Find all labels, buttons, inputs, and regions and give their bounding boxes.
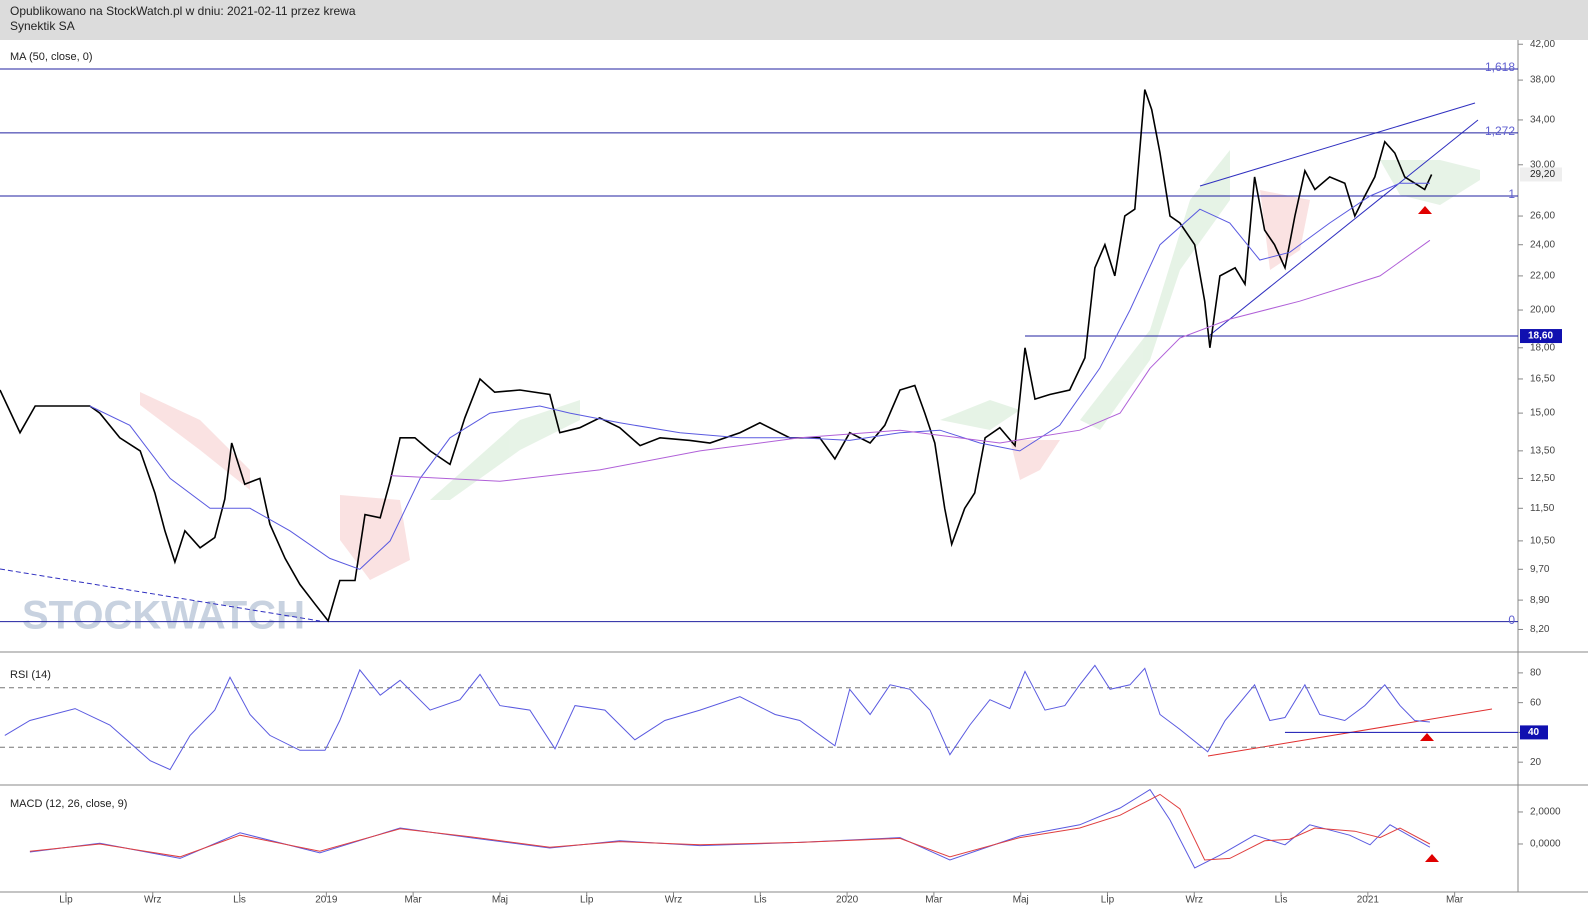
x-tick-label: Wrz	[1185, 895, 1203, 906]
y-tick-label: 18,00	[1530, 342, 1555, 353]
series-line	[390, 239, 1431, 482]
y-tick-label: 42,00	[1530, 39, 1555, 50]
series-line	[0, 89, 1433, 623]
y-tick-label: 0,0000	[1530, 839, 1561, 850]
y-tick-label: 60	[1530, 697, 1542, 708]
x-tick-label: Wrz	[144, 895, 162, 906]
header-band	[0, 0, 1588, 40]
watermark: STOCKWATCH	[22, 594, 305, 638]
series-line	[29, 788, 1431, 869]
cloud	[140, 150, 1480, 580]
y-tick-label: 12,50	[1530, 473, 1555, 484]
panel-title: MACD (12, 26, close, 9)	[10, 798, 127, 810]
y-tick-label: 9,70	[1530, 564, 1550, 575]
series-line	[4, 664, 1430, 771]
x-tick-label: Lip	[1101, 895, 1115, 906]
x-tick-label: Lip	[59, 895, 73, 906]
x-tick-label: Lip	[580, 895, 594, 906]
series-line	[89, 182, 1430, 570]
y-tick-label: 8,90	[1530, 595, 1550, 606]
x-tick-label: Maj	[492, 895, 508, 906]
support-label: 18,60	[1528, 331, 1553, 342]
y-tick-label: 26,00	[1530, 211, 1555, 222]
y-tick-label: 15,00	[1530, 408, 1555, 419]
last-price-label: 29,20	[1530, 169, 1555, 180]
y-tick-label: 20	[1530, 757, 1542, 768]
rsi-level-label: 40	[1528, 727, 1540, 738]
y-tick-label: 24,00	[1530, 239, 1555, 250]
header-line: Synektik SA	[10, 19, 75, 33]
header-line: Opublikowano na StockWatch.pl w dniu: 20…	[10, 4, 356, 18]
y-tick-label: 80	[1530, 668, 1542, 679]
x-tick-label: Lis	[233, 895, 246, 906]
y-tick-label: 34,00	[1530, 115, 1555, 126]
x-tick-label: Maj	[1013, 895, 1029, 906]
x-tick-label: Wrz	[665, 895, 683, 906]
last-price-tag	[1520, 167, 1562, 182]
fib-label: 1,272	[1485, 124, 1515, 138]
x-tick-label: Mar	[405, 895, 423, 906]
fib-label: 0	[1508, 613, 1515, 627]
x-tick-label: 2020	[836, 895, 859, 906]
y-tick-label: 22,00	[1530, 271, 1555, 282]
x-tick-label: Mar	[925, 895, 943, 906]
fib-label: 1,618	[1485, 60, 1515, 74]
x-tick-label: Mar	[1446, 895, 1464, 906]
y-tick-label: 20,00	[1530, 305, 1555, 316]
x-tick-label: 2019	[315, 895, 338, 906]
y-tick-label: 30,00	[1530, 159, 1555, 170]
support-tag	[1520, 329, 1562, 344]
y-tick-label: 16,50	[1530, 374, 1555, 385]
panel-title: RSI (14)	[10, 669, 51, 681]
y-tick-label: 11,50	[1530, 503, 1555, 514]
y-tick-label: 10,50	[1530, 536, 1555, 547]
series-line	[29, 793, 1431, 861]
panel-title: MA (50, close, 0)	[10, 51, 93, 63]
x-tick-label: Lis	[1275, 895, 1288, 906]
x-tick-label: Lis	[754, 895, 767, 906]
trendlines	[0, 102, 1493, 757]
fib-label: 1	[1508, 187, 1515, 201]
y-tick-label: 2,0000	[1530, 807, 1561, 818]
rsi-level-tag	[1520, 725, 1548, 740]
y-tick-label: 38,00	[1530, 75, 1555, 86]
y-tick-label: 13,50	[1530, 445, 1555, 456]
x-tick-label: 2021	[1357, 895, 1380, 906]
y-tick-label: 8,20	[1530, 624, 1550, 635]
signal-markers	[1418, 206, 1439, 862]
